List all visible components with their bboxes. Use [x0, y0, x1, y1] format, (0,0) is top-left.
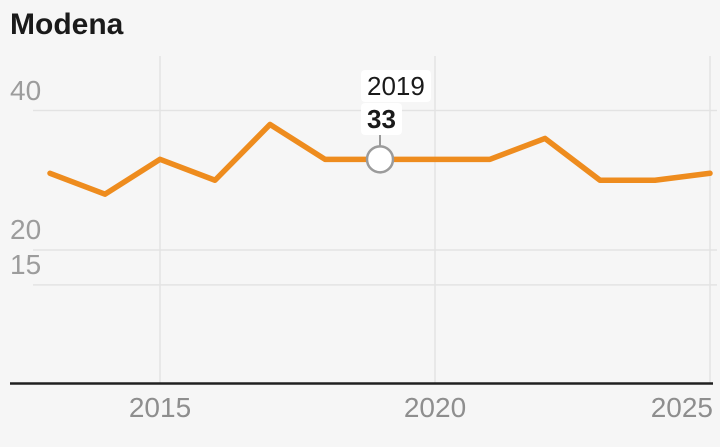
highlight-tooltip: 2019 33 [361, 70, 431, 135]
chart-title: Modena [10, 8, 124, 41]
x-tick-label: 2015 [128, 392, 192, 423]
highlight-marker[interactable] [365, 145, 395, 174]
y-tick-label: 20 [10, 214, 42, 245]
tooltip-value-label: 33 [361, 103, 402, 135]
x-tick-label: 2025 [650, 392, 713, 423]
y-tick-label: 40 [10, 74, 42, 106]
tooltip-year-label: 2019 [361, 70, 431, 102]
y-tick-label: 15 [10, 248, 42, 280]
x-tick-label: 2020 [403, 392, 467, 423]
